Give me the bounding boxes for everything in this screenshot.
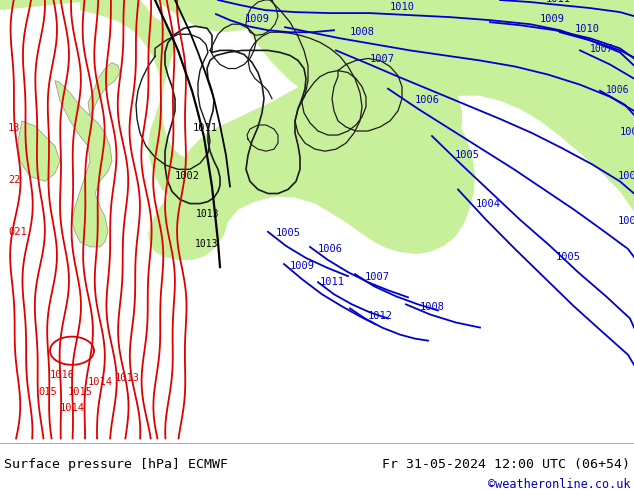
Text: 1005: 1005 bbox=[556, 252, 581, 262]
Text: 1012: 1012 bbox=[368, 312, 393, 321]
Text: 1010: 1010 bbox=[575, 24, 600, 34]
Text: 1007: 1007 bbox=[618, 172, 634, 181]
Text: 1008: 1008 bbox=[350, 27, 375, 37]
Text: 1004: 1004 bbox=[476, 198, 501, 209]
Text: 015: 015 bbox=[38, 387, 57, 397]
Text: 1007: 1007 bbox=[370, 54, 395, 65]
Text: Fr 31-05-2024 12:00 UTC (06+54): Fr 31-05-2024 12:00 UTC (06+54) bbox=[382, 458, 630, 470]
Text: 1013: 1013 bbox=[196, 209, 219, 219]
Text: ©weatheronline.co.uk: ©weatheronline.co.uk bbox=[488, 478, 630, 490]
Text: 1011: 1011 bbox=[546, 0, 571, 4]
Text: 1013: 1013 bbox=[115, 373, 140, 383]
Text: 1002: 1002 bbox=[175, 172, 200, 181]
Polygon shape bbox=[80, 0, 475, 260]
Polygon shape bbox=[0, 0, 634, 66]
Polygon shape bbox=[88, 63, 120, 116]
Text: 1006: 1006 bbox=[318, 244, 343, 254]
Text: 1014: 1014 bbox=[60, 403, 85, 413]
Text: 1007: 1007 bbox=[618, 216, 634, 226]
Text: 1009: 1009 bbox=[245, 14, 270, 24]
Text: 021: 021 bbox=[8, 227, 27, 237]
Text: 1006: 1006 bbox=[606, 85, 630, 95]
Text: Surface pressure [hPa] ECMWF: Surface pressure [hPa] ECMWF bbox=[4, 458, 228, 470]
Text: 13: 13 bbox=[8, 123, 20, 133]
Text: 1008: 1008 bbox=[620, 127, 634, 137]
Polygon shape bbox=[18, 121, 60, 181]
Text: 1005: 1005 bbox=[455, 150, 480, 160]
Text: 1006: 1006 bbox=[415, 95, 440, 105]
Text: 1005: 1005 bbox=[276, 228, 301, 238]
Text: 1007: 1007 bbox=[590, 45, 614, 54]
Text: 1014: 1014 bbox=[88, 377, 113, 387]
Text: 1011: 1011 bbox=[320, 277, 345, 287]
Text: 1011: 1011 bbox=[193, 123, 218, 133]
Text: 1013: 1013 bbox=[195, 239, 219, 249]
Text: 1010: 1010 bbox=[390, 2, 415, 12]
Text: 1009: 1009 bbox=[540, 14, 565, 24]
Text: 1007: 1007 bbox=[365, 272, 390, 282]
Text: 22: 22 bbox=[8, 175, 20, 185]
Text: 1015: 1015 bbox=[68, 387, 93, 397]
Polygon shape bbox=[230, 0, 634, 212]
Polygon shape bbox=[55, 81, 112, 247]
Text: 1008: 1008 bbox=[420, 302, 445, 313]
Text: 1016: 1016 bbox=[50, 370, 75, 380]
Text: 1009: 1009 bbox=[290, 261, 315, 271]
